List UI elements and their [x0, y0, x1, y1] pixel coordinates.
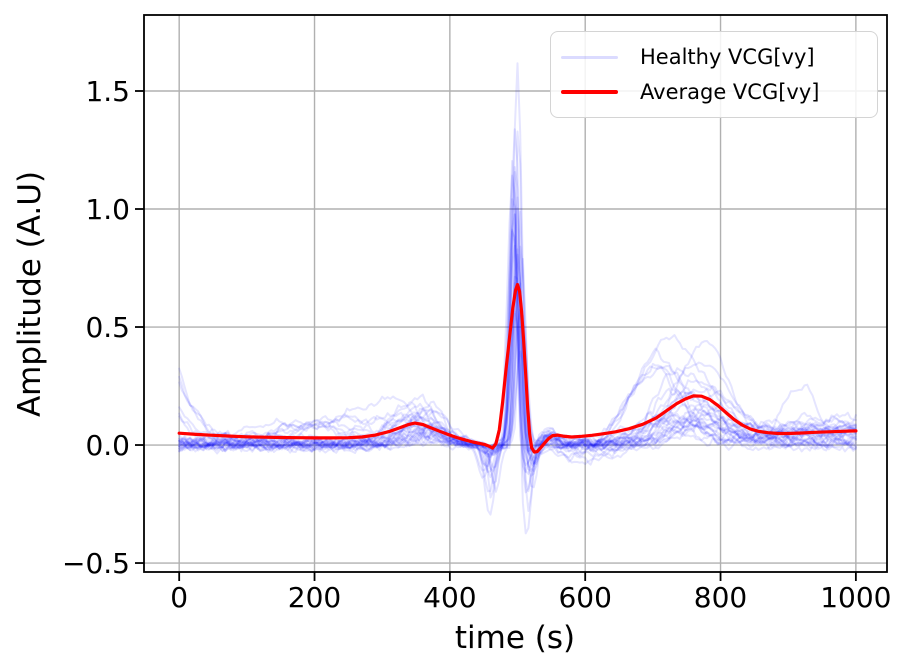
healthy-trace [178, 312, 857, 452]
healthy-trace [178, 213, 857, 493]
y-tick-label: 1.0 [85, 193, 130, 226]
healthy-trace [178, 308, 857, 467]
healthy-trace [178, 198, 857, 475]
healthy-trace [178, 160, 857, 466]
healthy-trace [178, 308, 857, 472]
ticks-layer: 0 200 400 600 800 1000 −0.5 0.0 0.5 1.0 1.5 [62, 75, 892, 614]
healthy-trace [178, 171, 857, 494]
healthy-line-sample-icon [561, 55, 618, 59]
legend-label-healthy: Healthy VCG[vy] [640, 45, 815, 69]
average-line-sample-icon [561, 90, 618, 94]
healthy-trace [178, 301, 857, 493]
healthy-trace [178, 228, 857, 477]
healthy-trace [178, 213, 857, 473]
y-tick-label: 0.5 [85, 311, 130, 344]
legend-entry-average: Average VCG[vy] [561, 79, 865, 105]
healthy-trace [178, 248, 857, 472]
x-axis-label: time (s) [455, 620, 575, 656]
healthy-trace [178, 257, 857, 485]
y-tick-label: −0.5 [62, 547, 130, 580]
healthy-trace [178, 130, 857, 462]
average-line-layer [177, 282, 858, 454]
healthy-trace [178, 310, 857, 474]
healthy-trace [178, 244, 857, 535]
x-tick-label: 1000 [820, 581, 891, 614]
x-tick-label: 800 [694, 581, 747, 614]
y-tick-label: 1.5 [85, 75, 130, 108]
healthy-trace [178, 128, 857, 455]
healthy-trace [178, 196, 857, 493]
healthy-trace [178, 210, 857, 466]
axes-border [143, 14, 888, 573]
healthy-trace [178, 62, 857, 466]
healthy-trace [178, 253, 857, 455]
legend-entry-healthy: Healthy VCG[vy] [561, 44, 865, 70]
healthy-trace [178, 174, 857, 454]
healthy-trace [178, 245, 857, 479]
average-line [177, 282, 858, 454]
healthy-traces-layer [178, 62, 857, 535]
x-tick-label: 200 [288, 581, 341, 614]
legend-label-average: Average VCG[vy] [640, 80, 820, 104]
healthy-trace [178, 166, 857, 516]
x-tick-label: 600 [558, 581, 611, 614]
healthy-trace [178, 350, 857, 479]
y-axis-label: Amplitude (A.U) [12, 171, 48, 417]
legend: Healthy VCG[vy] Average VCG[vy] [550, 31, 878, 118]
y-tick-label: 0.0 [85, 429, 130, 462]
x-tick-label: 0 [170, 581, 188, 614]
x-tick-label: 400 [423, 581, 476, 614]
